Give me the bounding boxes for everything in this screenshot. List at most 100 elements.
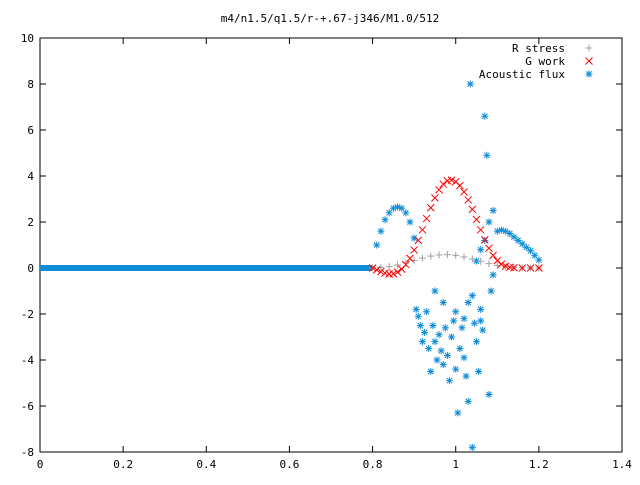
data-point-b [526,264,535,272]
data-point [481,112,489,120]
data-point [385,209,393,217]
chart-title: m4/n1.5/q1.5/r-+.67-j346/M1.0/512 [221,12,440,25]
data-point-b [372,265,381,274]
data-point-b [436,331,443,338]
series-acoustic-flux [40,80,543,451]
data-point [406,254,414,263]
data-point-b [488,288,495,294]
data-point-b [440,299,447,306]
data-point [423,308,431,316]
data-point [377,267,385,276]
data-point-b [472,215,481,224]
data-point [435,251,443,259]
data-point-b [417,322,424,329]
y-tick-label: 6 [27,124,34,137]
data-point-b [434,357,440,363]
data-point [418,338,426,346]
data-point-b [473,338,480,345]
data-point [398,204,406,212]
data-point-b [519,240,526,247]
data-point-b [447,176,456,184]
data-point-b [471,320,478,327]
acoustic-flux-flat-band [40,265,373,271]
data-point [441,324,449,332]
data-point-b [373,242,380,248]
data-point-b [377,228,384,235]
series-g-work [368,176,543,278]
data-point [468,205,477,214]
data-point-b [415,313,422,320]
data-point-b [476,225,485,234]
data-point-b [444,352,451,359]
data-point [416,322,424,329]
data-point-b [510,233,517,240]
data-point [368,264,377,272]
data-point-b [386,209,393,216]
data-point [485,260,493,268]
data-point-b [518,264,527,272]
data-point-b [485,219,492,225]
data-point [497,260,506,268]
data-point-b [393,268,402,276]
data-point-b [452,366,459,373]
data-point [439,299,447,306]
data-point [475,368,483,375]
data-point [535,264,543,272]
data-point [518,264,527,272]
data-point-b [475,368,482,375]
legend-marker-b [585,57,593,65]
x-tick-label: 0.2 [113,458,133,471]
data-point-b [477,246,484,253]
data-point-b [407,219,413,225]
data-point-b [535,264,543,272]
data-point [385,263,393,271]
data-point [439,180,448,188]
data-point [425,345,433,352]
data-point-b [461,315,468,322]
data-point [460,315,468,323]
data-point [452,251,460,259]
data-point [450,317,458,325]
data-point [514,236,522,244]
data-point-b [473,258,480,265]
data-point [489,251,497,260]
data-point-b [456,181,464,190]
y-tick-label: 8 [27,78,34,91]
data-point-b [381,269,389,277]
data-point [435,331,443,339]
data-point-b [523,244,530,251]
data-point-b [425,345,432,352]
data-marks [40,80,543,451]
y-tick-label: -2 [21,308,34,321]
data-point-b [494,228,501,235]
data-point [458,324,466,332]
data-point [479,326,487,334]
data-point-b [402,209,409,216]
data-point [394,261,402,269]
data-point [531,251,539,259]
y-tick-label: 4 [27,170,34,183]
data-point [468,443,476,451]
data-point-b [382,216,389,223]
legend-marker [585,57,593,65]
data-point [462,372,470,380]
data-point [477,305,485,313]
x-tick-label: 1.4 [612,458,632,471]
data-point-b [531,252,538,259]
data-point-b [477,306,484,313]
data-point [485,391,493,398]
data-point [372,265,381,274]
legend-marker-b [586,71,592,77]
data-point-b [419,338,426,345]
data-point-b [411,235,418,242]
data-point [377,227,385,235]
data-point [410,246,418,254]
data-point [506,230,514,237]
data-point [452,308,460,316]
plot-border [39,37,623,453]
data-point [418,254,426,262]
data-point-b [464,196,473,204]
data-point-b [535,256,542,263]
data-point [480,235,489,244]
